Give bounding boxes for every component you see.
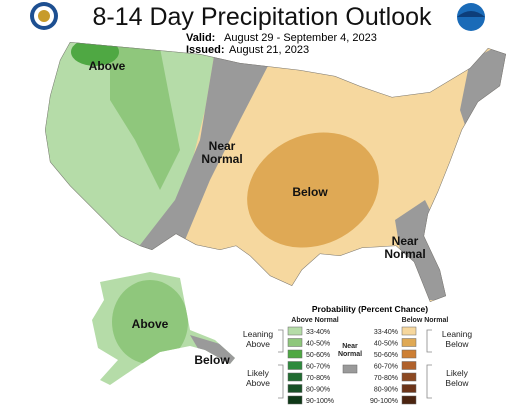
valid-label: Valid:: [186, 32, 215, 44]
legend-swatch: [401, 395, 417, 405]
legend-range: 80-90%: [374, 387, 398, 394]
map-label: Near: [209, 139, 236, 153]
legend-swatch: [342, 364, 358, 374]
map-label: Normal: [201, 152, 242, 166]
legend-range: 40-50%: [306, 341, 330, 348]
legend-swatch: [401, 338, 417, 347]
map-label: Above: [132, 317, 169, 331]
valid: August 29 - September 4, 2023: [224, 32, 377, 44]
legend-range: 33-40%: [306, 329, 330, 336]
legend-range: 70-80%: [374, 375, 398, 382]
legend-swatch: [401, 372, 417, 382]
map-label: Above: [89, 59, 126, 73]
title: 8-14 Day Precipitation Outlook: [92, 3, 432, 31]
group-label: Below: [445, 339, 469, 349]
legend-swatch: [401, 384, 417, 393]
below-header: Below Normal: [402, 317, 449, 324]
legend-swatch: [287, 372, 303, 382]
legend: Probability (Percent Chance) Above Norma…: [243, 304, 473, 405]
group-label: Above: [246, 378, 270, 388]
near-label: Near: [342, 343, 358, 350]
legend-range: 40-50%: [374, 341, 398, 348]
legend-range: 90-100%: [370, 398, 398, 405]
legend-swatch: [401, 361, 417, 370]
legend-range: 50-60%: [374, 352, 398, 359]
logo-right: [457, 3, 485, 31]
group-label: Leaning: [243, 329, 274, 339]
near-label: Normal: [338, 351, 362, 358]
map-label: Below: [194, 353, 230, 367]
legend-range: 50-60%: [306, 352, 330, 359]
legend-range: 60-70%: [306, 364, 330, 371]
legend-swatch: [287, 326, 303, 336]
issued: August 21, 2023: [229, 44, 309, 56]
legend-range: 70-80%: [306, 375, 330, 382]
group-label: Likely: [247, 368, 269, 378]
legend-range: 60-70%: [374, 364, 398, 371]
legend-range: 80-90%: [306, 387, 330, 394]
legend-swatch: [401, 326, 417, 336]
map-label: Below: [292, 185, 328, 199]
group-label: Above: [246, 339, 270, 349]
legend-range: 90-100%: [306, 398, 334, 405]
logo-left: [30, 2, 58, 30]
legend-swatch: [287, 395, 303, 405]
legend-title: Probability (Percent Chance): [312, 304, 428, 314]
legend-swatch: [287, 384, 303, 393]
group-label: Below: [445, 378, 469, 388]
map-label: Near: [392, 234, 419, 248]
legend-brackets: [278, 329, 432, 399]
issued-label: Issued:: [186, 44, 225, 56]
legend-swatch: [287, 361, 303, 370]
group-label: Likely: [446, 368, 468, 378]
map-label: Normal: [384, 247, 425, 261]
legend-swatch: [287, 349, 303, 359]
legend-range: 33-40%: [374, 329, 398, 336]
group-label: Leaning: [442, 329, 473, 339]
legend-swatch: [287, 338, 303, 347]
conus-map: [45, 42, 506, 302]
legend-swatch: [401, 349, 417, 359]
above-header: Above Normal: [291, 317, 339, 324]
